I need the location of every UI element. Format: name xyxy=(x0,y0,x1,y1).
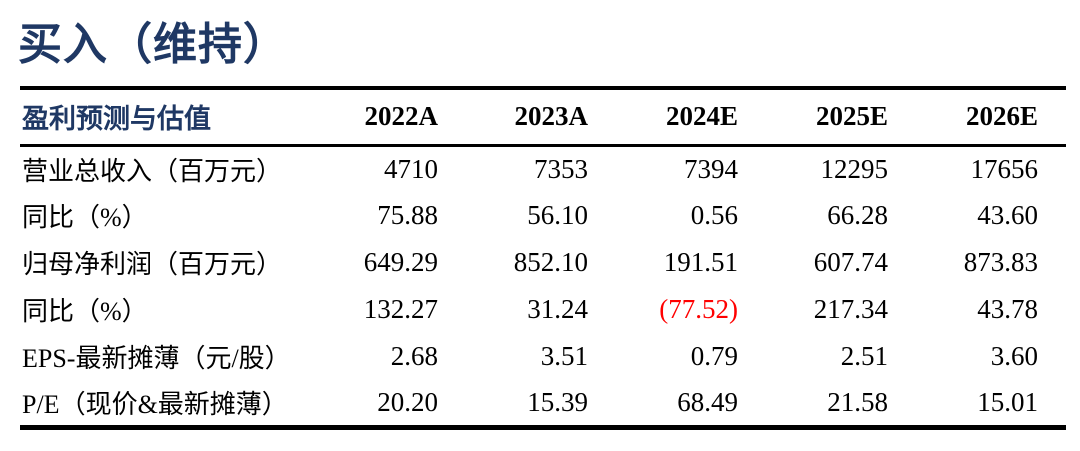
table-row-revenue: 营业总收入（百万元） 4710 7353 7394 12295 17656 xyxy=(20,145,1066,192)
cell-value: 191.51 xyxy=(663,247,738,277)
table-row-eps: EPS-最新摊薄（元/股） 2.68 3.51 0.79 2.51 3.60 xyxy=(20,333,1066,380)
cell-value: 15.01 xyxy=(977,386,1038,417)
row-label: 同比（%） xyxy=(22,203,148,232)
column-header-2026e: 2026E xyxy=(916,88,1066,147)
cell-value: 607.74 xyxy=(813,247,888,277)
column-header-2022a: 2022A xyxy=(316,88,466,147)
cell-value: 17656 xyxy=(970,153,1039,184)
cell-value: 2.68 xyxy=(390,341,438,371)
cell-value: 31.24 xyxy=(527,294,588,324)
table-row-revenue-yoy: 同比（%） 75.88 56.10 0.56 66.28 43.60 xyxy=(20,192,1066,239)
row-label: EPS-最新摊薄（元/股） xyxy=(22,344,291,373)
cell-value: 66.28 xyxy=(827,200,888,230)
cell-value: 43.78 xyxy=(977,294,1038,324)
earnings-forecast-table: 盈利预测与估值 2022A 2023A 2024E 2025E 2026E 营业… xyxy=(20,86,1066,430)
cell-value: 12295 xyxy=(820,153,889,184)
cell-value: 132.27 xyxy=(363,294,438,324)
column-header-2023a: 2023A xyxy=(466,88,616,147)
cell-value: 852.10 xyxy=(513,247,588,277)
cell-value: 68.49 xyxy=(677,386,738,417)
cell-value: 7353 xyxy=(534,153,588,184)
cell-value: 56.10 xyxy=(527,200,588,230)
cell-value: 4710 xyxy=(384,153,438,184)
cell-value: 20.20 xyxy=(377,386,438,417)
cell-value: 0.56 xyxy=(690,200,738,230)
column-header-2024e: 2024E xyxy=(616,88,766,147)
cell-value: 43.60 xyxy=(977,200,1038,230)
cell-value: 3.60 xyxy=(990,341,1038,371)
cell-value: 7394 xyxy=(684,153,738,184)
table-row-net-profit: 归母净利润（百万元） 649.29 852.10 191.51 607.74 8… xyxy=(20,239,1066,286)
cell-value: 15.39 xyxy=(527,386,588,417)
row-label: 营业总收入（百万元） xyxy=(22,156,283,186)
table-header-row: 盈利预测与估值 2022A 2023A 2024E 2025E 2026E xyxy=(20,88,1066,147)
cell-value: 649.29 xyxy=(363,247,438,277)
row-label: 归母净利润（百万元） xyxy=(22,250,283,279)
table-row-pe: P/E（现价&最新摊薄） 20.20 15.39 68.49 21.58 15.… xyxy=(20,380,1066,427)
cell-value: 21.58 xyxy=(827,386,888,417)
table-row-net-profit-yoy: 同比（%） 132.27 31.24 (77.52) 217.34 43.78 xyxy=(20,286,1066,333)
cell-value: (77.52) xyxy=(659,294,738,324)
cell-value: 2.51 xyxy=(840,341,888,371)
cell-value: 75.88 xyxy=(377,200,438,230)
column-header-2025e: 2025E xyxy=(766,88,916,147)
row-label: 同比（%） xyxy=(22,297,148,326)
cell-value: 0.79 xyxy=(690,341,738,371)
rating-title: 买入（维持） xyxy=(18,20,288,69)
cell-value: 873.83 xyxy=(963,247,1038,277)
cell-value: 217.34 xyxy=(813,294,888,324)
row-label: P/E（现价&最新摊薄） xyxy=(22,389,288,419)
table-title: 盈利预测与估值 xyxy=(20,88,316,147)
cell-value: 3.51 xyxy=(540,341,588,371)
